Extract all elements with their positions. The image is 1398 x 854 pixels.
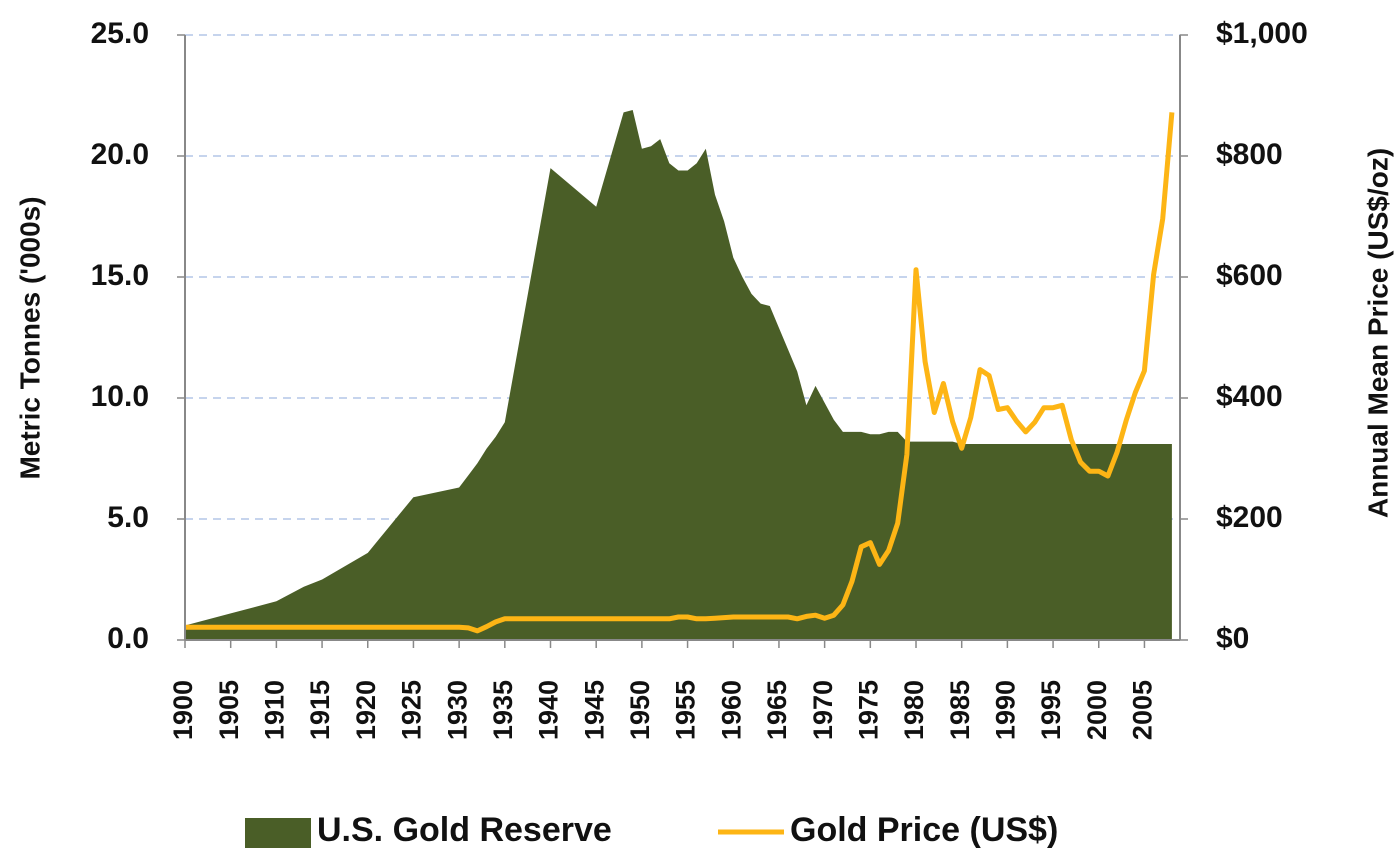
y-tick-label: 20.0 [91,138,149,171]
y2-axis-title: Annual Mean Price (US$/oz) [1362,148,1393,518]
area [185,110,1172,640]
y-axis-title: Metric Tonnes ('000s) [14,196,45,479]
x-tick-label: 1925 [397,680,427,740]
y2-tick-label: $0 [1216,622,1249,655]
legend-swatch [245,818,311,848]
x-tick-label: 1905 [214,680,244,740]
y-tick-label: 15.0 [91,259,149,292]
x-tick-label: 1970 [808,680,838,740]
x-tick-label: 1980 [899,680,929,740]
y-tick-label: 25.0 [91,17,149,50]
y2-tick-label: $600 [1216,259,1283,292]
x-tick-label: 1950 [625,680,655,740]
line [185,112,1175,634]
x-tick-label: 1915 [305,680,335,740]
legend-label: U.S. Gold Reserve [317,811,612,849]
y2-tick-label: $400 [1216,380,1283,413]
x-tick-label: 1930 [442,680,472,740]
x-tick-label: 2000 [1082,680,1112,740]
y-tick-label: 0.0 [107,622,149,655]
y2-tick-label: $1,000 [1216,17,1308,50]
x-tick-label: 1935 [488,680,518,740]
x-tick-label: 1975 [853,680,883,740]
x-tick-label: 1960 [716,680,746,740]
x-tick-label: 1940 [534,680,564,740]
x-tick-label: 1965 [762,680,792,740]
x-tick-label: 1985 [945,680,975,740]
x-tick-label: 1945 [579,680,609,740]
y-tick-label: 10.0 [91,380,149,413]
x-tick-label: 2005 [1128,680,1158,740]
y2-tick-label: $800 [1216,138,1283,171]
y2-tick-label: $200 [1216,501,1283,534]
x-tick-label: 1900 [168,680,198,740]
y-tick-label: 5.0 [107,501,149,534]
x-tick-label: 1955 [671,680,701,740]
x-tick-label: 1910 [260,680,290,740]
x-tick-label: 1995 [1036,680,1066,740]
legend-label: Gold Price (US$) [790,811,1058,849]
x-tick-label: 1990 [991,680,1021,740]
x-tick-label: 1920 [351,680,381,740]
